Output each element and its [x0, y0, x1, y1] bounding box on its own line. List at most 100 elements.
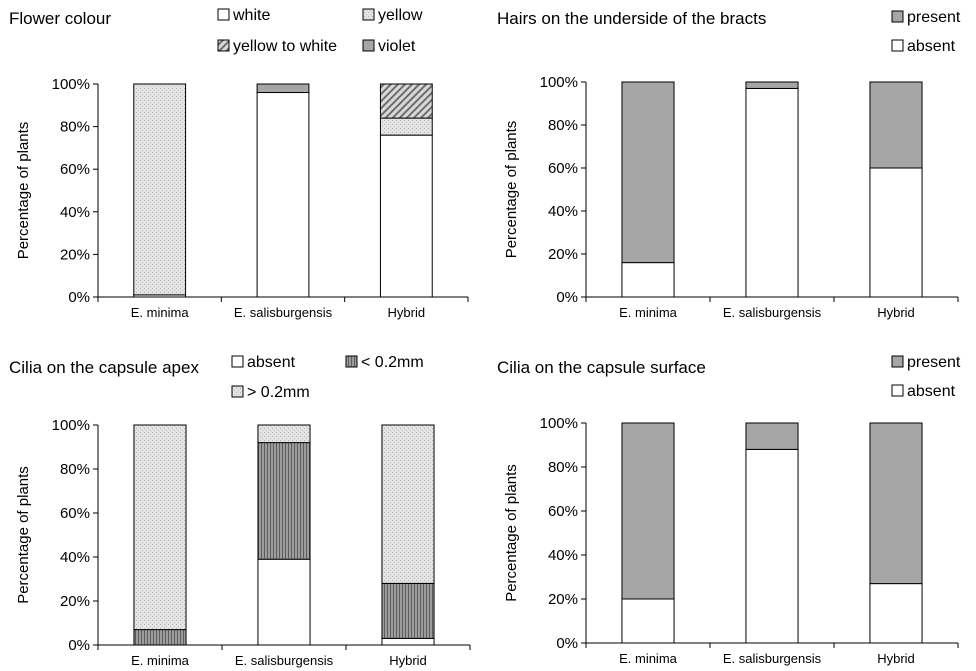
legend-item: > 0.2mm [231, 384, 310, 401]
y-tick-label: 60% [60, 505, 90, 522]
legend-label: yellow to white [233, 38, 337, 55]
legend-item: absent [891, 383, 956, 400]
bar-segment [745, 422, 799, 450]
chart-hairs-bracts: Hairs on the underside of the bracts pres… [488, 0, 976, 335]
bar-segment [133, 629, 187, 646]
y-tick-label: 80% [548, 459, 578, 476]
bar-segment [621, 262, 675, 298]
y-tick-label: 40% [548, 547, 578, 564]
legend-swatch [891, 10, 904, 23]
legend-swatch [217, 39, 230, 52]
chart-title: Cilia on the capsule apex [9, 358, 199, 377]
y-tick-label: 100% [52, 76, 90, 93]
legend-label: absent [907, 383, 956, 400]
y-tick-label: 100% [540, 74, 578, 91]
bar-segment [256, 92, 310, 298]
y-tick-label: 20% [60, 593, 90, 610]
y-tick-label: 0% [68, 637, 90, 654]
y-tick-label: 60% [60, 161, 90, 178]
chart-title: Hairs on the underside of the bracts [497, 9, 766, 28]
legend-label: violet [378, 38, 416, 55]
legend-label: present [907, 354, 961, 371]
y-tick-label: 40% [60, 204, 90, 221]
y-tick-label: 0% [556, 289, 578, 306]
chart-flower-colour: Flower colour white yellow yellow to white v… [0, 0, 488, 335]
bar-segment [133, 83, 187, 296]
legend-swatch [891, 355, 904, 368]
chart-svg-cilia-apex: Cilia on the capsule apex absent < 0.2mm > … [9, 354, 471, 668]
legend-swatch [891, 39, 904, 52]
x-category-label: E. salisburgensis [234, 305, 333, 320]
legend-swatch [231, 355, 244, 368]
bar-segment [379, 83, 433, 119]
bar-segment [745, 448, 799, 644]
y-tick-label: 0% [68, 289, 90, 306]
y-tick-label: 20% [60, 246, 90, 263]
bar-segment [869, 81, 923, 169]
legend-item: absent [891, 38, 956, 55]
y-tick-label: 80% [548, 117, 578, 134]
x-category-label: Hybrid [877, 305, 915, 320]
bar-segment [745, 87, 799, 298]
legend-item: absent [231, 354, 296, 371]
x-category-label: Hybrid [877, 651, 915, 666]
chart-svg-hairs-bracts: Hairs on the underside of the bracts pres… [497, 9, 961, 320]
x-category-label: E. minima [131, 653, 190, 668]
y-tick-label: 100% [540, 415, 578, 432]
legend-item: yellow to white [217, 38, 337, 55]
bar-segment [621, 422, 675, 600]
y-tick-label: 40% [60, 549, 90, 566]
legend-label: white [232, 7, 270, 24]
chart-title: Cilia on the capsule surface [497, 358, 706, 377]
bar-segment [745, 81, 799, 89]
chart-svg-flower-colour: Flower colour white yellow yellow to white v… [9, 7, 469, 320]
x-category-label: Hybrid [389, 653, 427, 668]
bar-segment [379, 134, 433, 298]
chart-title: Flower colour [9, 9, 111, 28]
legend-swatch [231, 385, 244, 398]
y-tick-label: 20% [548, 591, 578, 608]
chart-cilia-apex: Cilia on the capsule apex absent < 0.2mm > … [0, 336, 488, 671]
legend-swatch [362, 8, 375, 21]
bar-segment [381, 424, 435, 584]
y-tick-label: 60% [548, 160, 578, 177]
bar-segment [379, 117, 433, 136]
legend-swatch [217, 8, 230, 21]
y-axis-label: Percentage of plants [503, 121, 520, 259]
bar-segment [869, 167, 923, 298]
bar-segment [133, 424, 187, 631]
legend-item: present [891, 354, 961, 371]
chart-cilia-surface: Cilia on the capsule surface present absen… [488, 336, 976, 671]
bar-segment [621, 598, 675, 644]
chart-svg-cilia-surface: Cilia on the capsule surface present absen… [497, 354, 961, 666]
bar-segment [257, 442, 311, 560]
y-tick-label: 60% [548, 503, 578, 520]
y-tick-label: 0% [556, 635, 578, 652]
bar-segment [869, 422, 923, 585]
legend-label: absent [247, 354, 296, 371]
y-tick-label: 20% [548, 246, 578, 263]
x-category-label: Hybrid [388, 305, 426, 320]
x-category-label: E. salisburgensis [723, 305, 822, 320]
legend-swatch [362, 39, 375, 52]
legend-item: white [217, 7, 270, 24]
bar-segment [621, 81, 675, 264]
bar-segment [256, 83, 310, 94]
bar-segment [257, 424, 311, 444]
x-category-label: E. minima [619, 651, 678, 666]
legend-swatch [345, 355, 358, 368]
y-tick-label: 40% [548, 203, 578, 220]
legend-label: yellow [378, 7, 423, 24]
y-axis-label: Percentage of plants [15, 122, 32, 260]
legend-label: > 0.2mm [247, 384, 310, 401]
bar-segment [381, 582, 435, 639]
x-category-label: E. salisburgensis [723, 651, 822, 666]
y-axis-label: Percentage of plants [503, 464, 520, 602]
bar-segment [869, 583, 923, 644]
bar-segment [381, 637, 435, 646]
legend-label: present [907, 9, 961, 26]
legend-label: < 0.2mm [361, 354, 424, 371]
y-tick-label: 80% [60, 461, 90, 478]
legend-label: absent [907, 38, 956, 55]
y-tick-label: 100% [52, 417, 90, 434]
